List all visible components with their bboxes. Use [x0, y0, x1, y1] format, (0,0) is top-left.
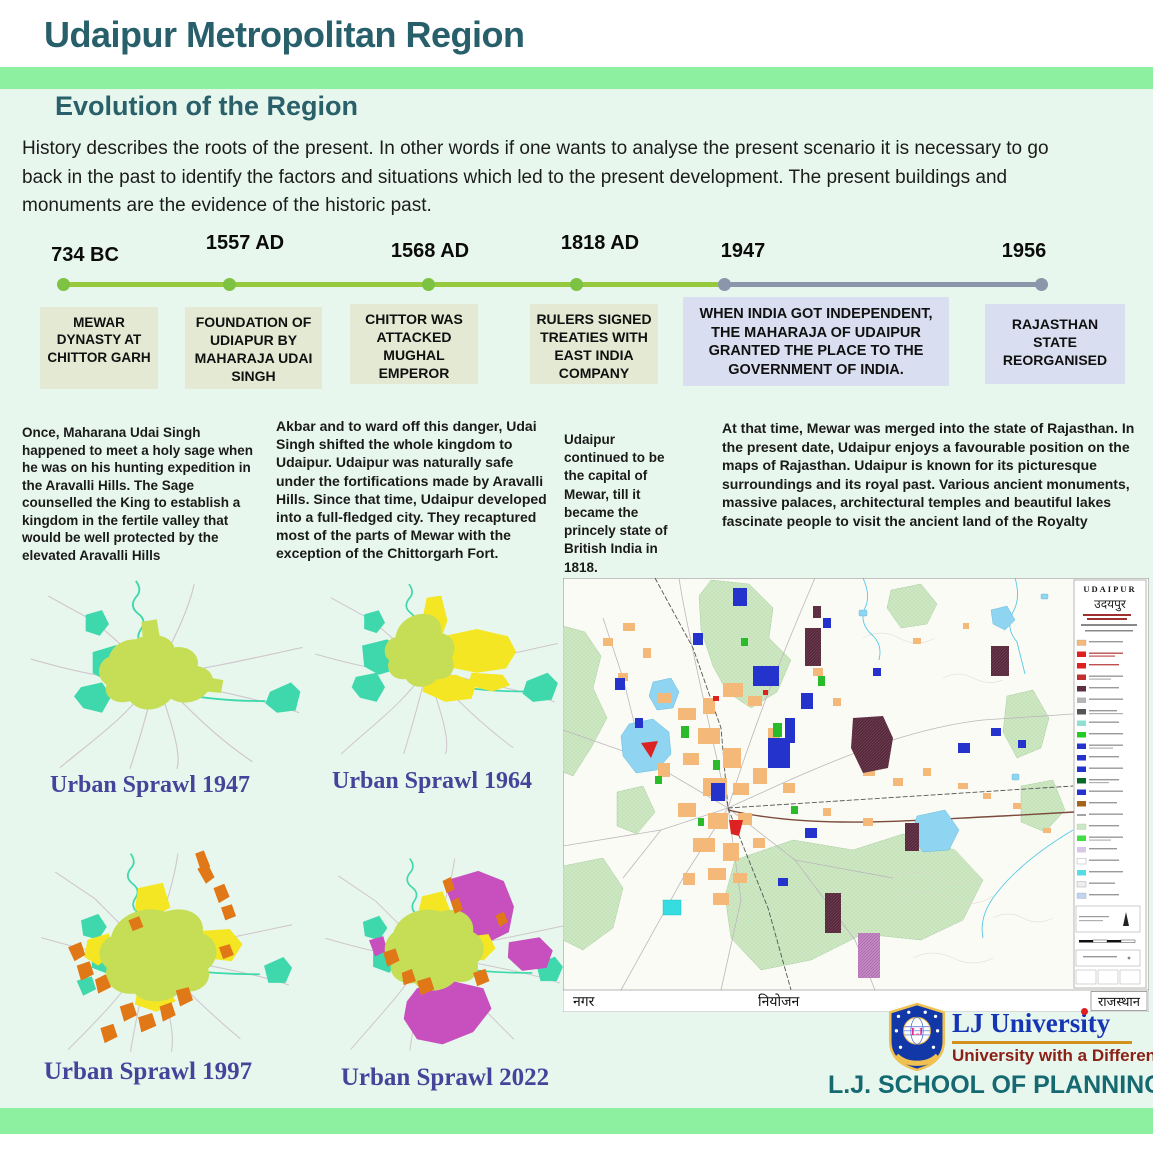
event-box-1818: RULERS SIGNED TREATIES WITH EAST INDIA C…: [530, 304, 658, 384]
map-footer-right: राजस्थान: [1098, 995, 1141, 1010]
map-builtup-orange: [603, 623, 1051, 905]
map-magenta-zone: [858, 933, 880, 978]
university-logo-shield: LJ: [888, 1002, 946, 1072]
scale-bar: [1079, 939, 1136, 943]
timeline-date-734bc: 734 BC: [51, 244, 119, 266]
top-accent-bar: [0, 67, 1153, 89]
map-rivers: [862, 578, 1074, 939]
timeline-dot-734bc: [57, 278, 70, 291]
sprawl-builtup-orange-2022: [383, 876, 508, 996]
sprawl-label-1947: Urban Sprawl 1947: [49, 772, 251, 798]
sprawl-label-2022: Urban Sprawl 2022: [340, 1064, 550, 1091]
timeline-date-1568: 1568 AD: [390, 240, 470, 262]
logo-monogram: LJ: [911, 1027, 923, 1038]
urban-sprawl-map-2022: [324, 858, 564, 1051]
timeline-dot-1818: [570, 278, 583, 291]
timeline-dot-1568: [422, 278, 435, 291]
legend-rows: [1076, 639, 1123, 899]
timeline-dot-1956: [1035, 278, 1048, 291]
map-cyan-zone: [662, 899, 682, 916]
event-box-1956: RAJASTHAN STATE REORGANISED: [985, 304, 1125, 384]
logo-underline: [952, 1041, 1132, 1044]
map-red-zones: [641, 690, 768, 836]
north-arrow-icon: [1123, 912, 1129, 926]
urban-sprawl-map-1964: [315, 583, 559, 755]
narrative-1818: Udaipur continued to be the capital of M…: [564, 432, 668, 575]
sprawl-builtup-core-1964: [384, 613, 455, 687]
map-maroon-zones: [805, 606, 1009, 933]
university-tagline: University with a Difference: [952, 1046, 1153, 1065]
map-legend: UDAIPUR उदयपुर: [1073, 579, 1147, 989]
timeline-date-1956: 1956: [1001, 240, 1047, 262]
legend-title-hi: उदयपुर: [1094, 597, 1127, 612]
timeline-line-green: [62, 282, 727, 287]
timeline-line-gray: [727, 282, 1044, 287]
bottom-accent-bar: [0, 1108, 1153, 1134]
map-footer-left: नगर: [573, 994, 595, 1010]
timeline-dot-1557: [223, 278, 236, 291]
sprawl-builtup-1947: [98, 619, 224, 710]
map-footer-center: नियोजन: [758, 993, 800, 1010]
sprawl-label-1997: Urban Sprawl 1997: [43, 1058, 253, 1085]
map-canvas: [563, 578, 1149, 1012]
narrative-1947: At that time, Mewar was merged into the …: [722, 420, 1135, 530]
timeline-date-1818: 1818 AD: [560, 232, 640, 254]
sprawl-builtup-core-1997: [99, 909, 217, 1002]
map-builtup-blue: [615, 588, 1026, 886]
map-contours: [862, 632, 1054, 964]
globe-lines: [903, 1017, 931, 1045]
sprawl-label-1964: Urban Sprawl 1964: [331, 768, 533, 794]
urban-sprawl-map-1997: [41, 850, 293, 1052]
red-dot-accent: [1081, 1008, 1088, 1015]
map-footer-strip: नगर नियोजन राजस्थान: [563, 989, 1149, 1012]
shield-stars: [894, 1010, 940, 1049]
land-use-map: UDAIPUR उदयपुर: [563, 578, 1149, 1012]
section-title: Evolution of the Region: [55, 91, 358, 121]
event-box-734bc: MEWAR DYNASTY AT CHITTOR GARH: [40, 307, 158, 389]
narrative-1557: Akbar and to ward off this danger, Udai …: [276, 418, 547, 562]
map-forest-areas: [563, 579, 1066, 971]
event-box-1947: WHEN INDIA GOT INDEPENDENT, THE MAHARAJA…: [683, 297, 949, 386]
legend-title-en: UDAIPUR: [1083, 584, 1136, 594]
event-box-1557: FOUNDATION OF UDIAPUR BY MAHARAJA UDAI S…: [185, 307, 322, 389]
timeline-date-1557: 1557 AD: [205, 232, 285, 254]
narrative-734bc: Once, Maharana Udai Singh happened to me…: [22, 425, 254, 563]
timeline-date-1947: 1947: [720, 240, 766, 262]
sprawl-builtup-new-1997: [68, 850, 237, 1044]
sprawl-builtup-2022-magenta: [369, 870, 553, 1045]
urban-sprawl-map-1947: [30, 580, 303, 769]
school-name: L.J. SCHOOL OF PLANNING: [828, 1071, 1153, 1099]
logo-ribbon: [894, 1053, 940, 1066]
timeline-dot-1947: [718, 278, 731, 291]
intro-paragraph: History describes the roots of the prese…: [22, 138, 1049, 216]
event-box-1568: CHITTOR WAS ATTACKED MUGHAL EMPEROR: [350, 304, 478, 384]
page-title: Udaipur Metropolitan Region: [44, 14, 525, 55]
map-parks-green: [655, 638, 825, 826]
sprawl-builtup-core-2022: [384, 909, 484, 991]
